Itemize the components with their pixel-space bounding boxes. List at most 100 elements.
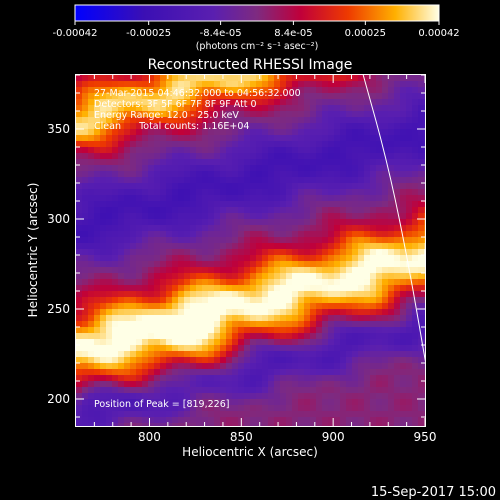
heatmap-cell bbox=[346, 423, 352, 426]
heatmap-cell bbox=[166, 393, 172, 399]
heatmap-cell bbox=[142, 213, 148, 219]
heatmap-cell bbox=[334, 411, 340, 417]
heatmap-cell bbox=[94, 237, 100, 243]
heatmap-cell bbox=[352, 327, 358, 333]
heatmap-cell bbox=[400, 327, 406, 333]
heatmap-cell bbox=[142, 219, 148, 225]
heatmap-cell bbox=[334, 375, 340, 381]
heatmap-cell bbox=[316, 339, 322, 345]
heatmap-cell bbox=[130, 303, 136, 309]
heatmap-cell bbox=[310, 213, 316, 219]
heatmap-cell bbox=[136, 369, 142, 375]
heatmap-cell bbox=[88, 201, 94, 207]
heatmap-cell bbox=[106, 183, 112, 189]
heatmap-cell bbox=[226, 291, 232, 297]
heatmap-cell bbox=[124, 159, 130, 165]
heatmap-cell bbox=[208, 141, 214, 147]
heatmap-cell bbox=[148, 135, 154, 141]
heatmap-cell bbox=[418, 309, 424, 315]
heatmap-cell bbox=[400, 135, 406, 141]
heatmap-cell bbox=[394, 279, 400, 285]
heatmap-cell bbox=[364, 381, 370, 387]
heatmap-cell bbox=[184, 351, 190, 357]
heatmap-cell bbox=[118, 297, 124, 303]
heatmap-cell bbox=[130, 141, 136, 147]
heatmap-cell bbox=[76, 255, 82, 261]
heatmap-cell bbox=[376, 351, 382, 357]
heatmap-cell bbox=[220, 117, 226, 123]
heatmap-cell bbox=[376, 387, 382, 393]
heatmap-cell bbox=[160, 399, 166, 405]
heatmap-cell bbox=[112, 303, 118, 309]
heatmap-cell bbox=[94, 261, 100, 267]
heatmap-cell bbox=[220, 399, 226, 405]
heatmap-cell bbox=[262, 291, 268, 297]
heatmap-cell bbox=[112, 381, 118, 387]
heatmap-cell bbox=[226, 405, 232, 411]
heatmap-cell bbox=[166, 141, 172, 147]
heatmap-cell bbox=[154, 81, 160, 87]
heatmap-cell bbox=[352, 357, 358, 363]
heatmap-cell bbox=[394, 333, 400, 339]
heatmap-cell bbox=[304, 183, 310, 189]
heatmap-cell bbox=[142, 177, 148, 183]
heatmap-cell bbox=[256, 219, 262, 225]
heatmap-cell bbox=[388, 321, 394, 327]
heatmap-cell bbox=[124, 285, 130, 291]
heatmap-cell bbox=[136, 141, 142, 147]
heatmap-cell bbox=[286, 129, 292, 135]
heatmap-cell bbox=[160, 273, 166, 279]
heatmap-cell bbox=[406, 171, 412, 177]
heatmap-cell bbox=[160, 129, 166, 135]
heatmap-cell bbox=[256, 339, 262, 345]
heatmap-cell bbox=[244, 141, 250, 147]
heatmap-cell bbox=[304, 225, 310, 231]
heatmap-cell bbox=[364, 189, 370, 195]
heatmap-cell bbox=[88, 285, 94, 291]
heatmap-cell bbox=[352, 333, 358, 339]
heatmap-cell bbox=[322, 303, 328, 309]
heatmap-cell bbox=[124, 297, 130, 303]
heatmap-cell bbox=[418, 207, 424, 213]
heatmap-cell bbox=[412, 303, 418, 309]
heatmap-cell bbox=[190, 243, 196, 249]
heatmap-cell bbox=[394, 123, 400, 129]
heatmap-cell bbox=[256, 375, 262, 381]
heatmap-cell bbox=[94, 279, 100, 285]
heatmap-cell bbox=[388, 273, 394, 279]
peak-position-label: Position of Peak = [819,226] bbox=[94, 399, 229, 410]
heatmap-cell bbox=[178, 303, 184, 309]
heatmap-cell bbox=[154, 129, 160, 135]
heatmap-cell bbox=[424, 87, 425, 93]
heatmap-cell bbox=[400, 75, 406, 81]
heatmap-cell bbox=[172, 243, 178, 249]
heatmap-cell bbox=[172, 123, 178, 129]
heatmap-cell bbox=[94, 321, 100, 327]
heatmap-cell bbox=[358, 261, 364, 267]
heatmap-cell bbox=[280, 279, 286, 285]
heatmap-cell bbox=[310, 387, 316, 393]
heatmap-cell bbox=[208, 369, 214, 375]
heatmap-cell bbox=[274, 219, 280, 225]
heatmap-cell bbox=[220, 195, 226, 201]
heatmap-cell bbox=[286, 423, 292, 426]
heatmap-cell bbox=[298, 201, 304, 207]
heatmap-cell bbox=[310, 321, 316, 327]
heatmap-cell bbox=[220, 171, 226, 177]
heatmap-cell bbox=[280, 99, 286, 105]
heatmap-cell bbox=[154, 291, 160, 297]
heatmap-cell bbox=[424, 201, 425, 207]
heatmap-cell bbox=[154, 111, 160, 117]
heatmap-cell bbox=[250, 399, 256, 405]
heatmap-cell bbox=[88, 387, 94, 393]
heatmap-cell bbox=[226, 87, 232, 93]
heatmap-cell bbox=[202, 387, 208, 393]
heatmap-cell bbox=[376, 231, 382, 237]
heatmap-cell bbox=[106, 291, 112, 297]
heatmap-cell bbox=[298, 105, 304, 111]
heatmap-cell bbox=[256, 111, 262, 117]
heatmap-cell bbox=[412, 249, 418, 255]
heatmap-cell bbox=[88, 165, 94, 171]
heatmap-cell bbox=[262, 309, 268, 315]
heatmap-cell bbox=[304, 177, 310, 183]
